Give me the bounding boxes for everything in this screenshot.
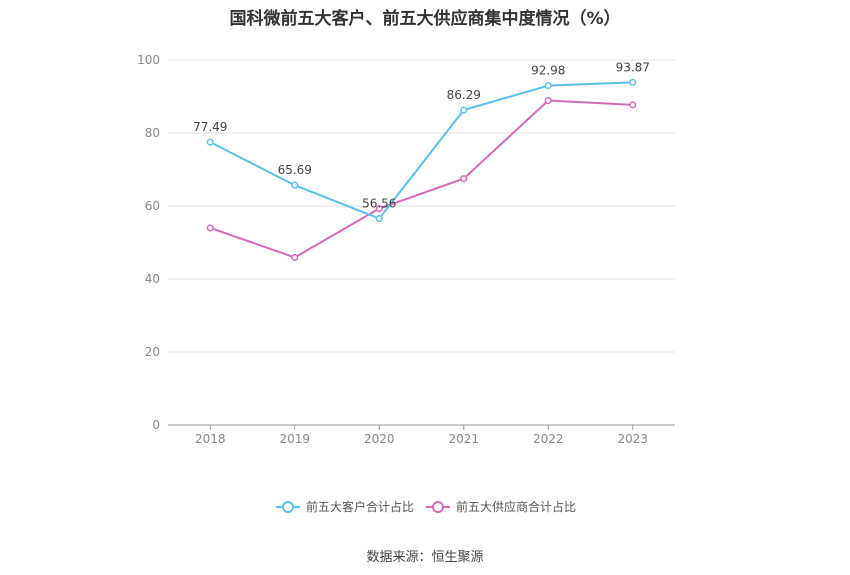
data-label: 93.87 (616, 60, 650, 74)
y-tick-label: 60 (145, 199, 160, 213)
data-point (291, 253, 299, 262)
x-tick-label: 2023 (617, 432, 648, 446)
legend-marker-1 (282, 501, 294, 513)
data-label: 92.98 (531, 64, 565, 78)
y-tick-label: 80 (145, 126, 160, 140)
data-point (206, 224, 214, 232)
data-label: 65.69 (278, 163, 312, 177)
data-point (544, 82, 552, 90)
data-point (629, 101, 637, 109)
legend-marker-2 (432, 501, 444, 513)
y-tick-label: 100 (137, 53, 160, 67)
series-line-2 (209, 99, 633, 259)
series-line-1 (209, 81, 633, 220)
x-tick-label: 2021 (448, 432, 479, 446)
data-point (375, 215, 383, 223)
chart-title: 国科微前五大客户、前五大供应商集中度情况（%） (229, 9, 621, 29)
legend-label-2: 前五大供应商合计占比 (456, 499, 576, 514)
x-tick-label: 2018 (195, 432, 226, 446)
data-point (206, 138, 214, 146)
y-tick-label: 20 (145, 345, 160, 359)
data-point (629, 78, 637, 86)
source-note: 数据来源：恒生聚源 (366, 550, 484, 565)
x-tick-label: 2020 (364, 432, 395, 446)
legend-label-1: 前五大客户合计占比 (306, 499, 414, 514)
x-tick-label: 2022 (533, 432, 564, 446)
x-tick-label: 2019 (279, 432, 310, 446)
data-point (544, 96, 552, 105)
data-point (460, 106, 468, 114)
data-point (291, 181, 299, 189)
y-tick-label: 40 (145, 272, 160, 286)
data-label: 86.29 (447, 88, 481, 102)
data-point (375, 205, 383, 213)
data-label: 56.56 (362, 197, 396, 211)
y-tick-label: 0 (152, 418, 160, 432)
data-point (460, 175, 468, 183)
data-label: 77.49 (193, 120, 227, 134)
